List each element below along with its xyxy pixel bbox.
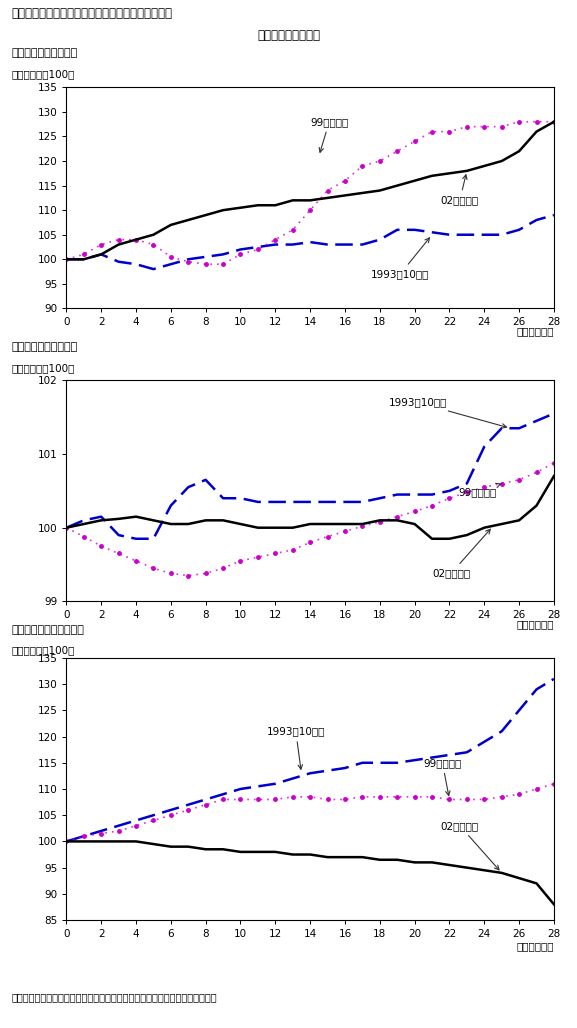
Text: （備考）総務省「労働力調査」、厚生労働省「職業安定業務統計」より作成。: （備考）総務省「労働力調査」、厚生労働省「職業安定業務統計」より作成。 — [12, 992, 217, 1002]
Text: 1993年10月～: 1993年10月～ — [267, 727, 325, 769]
Text: 今回は失業率が低下: 今回は失業率が低下 — [257, 29, 320, 42]
Text: （３）完全失業率の動向: （３）完全失業率の動向 — [12, 625, 84, 635]
Text: 99年１月～: 99年１月～ — [458, 483, 501, 498]
Text: （２）雇用者数の動向: （２）雇用者数の動向 — [12, 342, 78, 353]
Text: （景気の谷＝100）: （景気の谷＝100） — [12, 646, 75, 656]
Text: 02年１月～: 02年１月～ — [441, 175, 479, 206]
Text: 02年１月～: 02年１月～ — [432, 529, 490, 579]
Text: （経過月数）: （経過月数） — [516, 941, 554, 951]
Text: （１）新規求人の動向: （１）新規求人の動向 — [12, 48, 78, 59]
Text: 99年１月～: 99年１月～ — [424, 758, 462, 796]
Text: （景気の谷＝100）: （景気の谷＝100） — [12, 69, 75, 79]
Text: 第１－１－５図　求人、雇用の過去の局面との比較: 第１－１－５図 求人、雇用の過去の局面との比較 — [12, 7, 173, 21]
Text: （景気の谷＝100）: （景気の谷＝100） — [12, 363, 75, 373]
Text: （経過月数）: （経過月数） — [516, 619, 554, 629]
Text: 02年１月～: 02年１月～ — [441, 820, 499, 870]
Text: 1993年10月～: 1993年10月～ — [388, 398, 507, 428]
Text: 99年１月～: 99年１月～ — [310, 117, 349, 152]
Text: 1993年10月～: 1993年10月～ — [371, 237, 429, 279]
Text: （経過月数）: （経過月数） — [516, 326, 554, 336]
